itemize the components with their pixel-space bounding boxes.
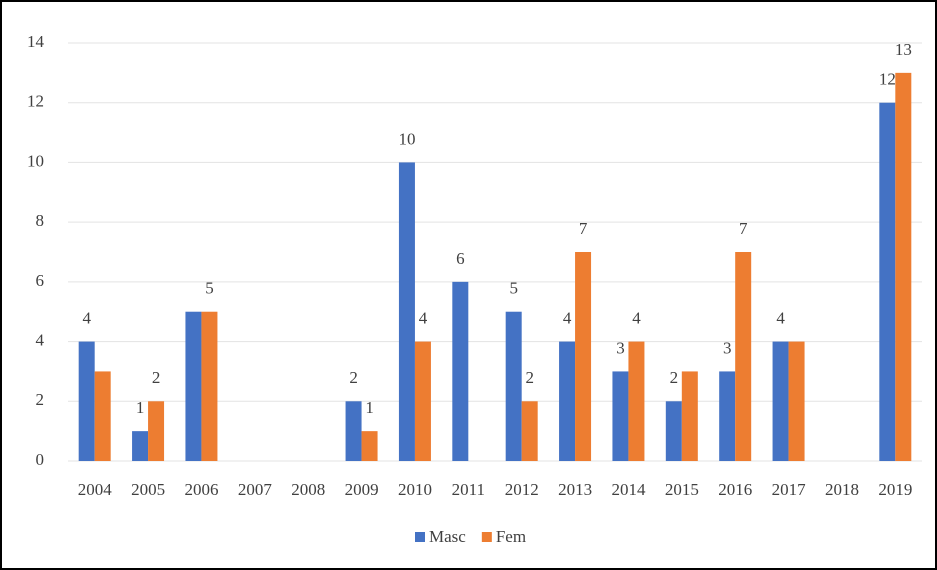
data-label: 7 (739, 219, 748, 238)
data-label: 1 (365, 398, 374, 417)
x-tick-label: 2005 (131, 480, 165, 499)
y-tick-label: 0 (36, 450, 45, 469)
bar (78, 341, 95, 461)
bar (148, 401, 165, 461)
data-label: 1 (136, 398, 145, 417)
bar (361, 431, 378, 461)
data-label: 5 (509, 279, 518, 298)
y-tick-label: 10 (27, 151, 44, 170)
bar (628, 341, 645, 461)
x-tick-label: 2018 (825, 480, 859, 499)
bar (719, 371, 736, 461)
bar (612, 371, 629, 461)
legend-label: Masc (429, 527, 466, 546)
data-label: 7 (579, 219, 588, 238)
data-label: 6 (456, 249, 465, 268)
y-tick-label: 2 (36, 390, 45, 409)
bar (559, 341, 576, 461)
x-tick-label: 2015 (665, 480, 699, 499)
bar (521, 401, 538, 461)
bar (788, 341, 805, 461)
bar (735, 252, 752, 461)
x-tick-label: 2006 (184, 480, 218, 499)
x-tick-label: 2010 (398, 480, 432, 499)
bar (345, 401, 362, 461)
bar (879, 102, 896, 461)
x-tick-label: 2011 (452, 480, 485, 499)
data-label: 13 (895, 40, 912, 59)
data-label: 4 (82, 308, 91, 327)
bar (414, 341, 431, 461)
data-label: 5 (205, 279, 214, 298)
x-tick-label: 2004 (78, 480, 113, 499)
data-label: 3 (616, 338, 625, 357)
x-tick-label: 2014 (611, 480, 646, 499)
data-label: 12 (879, 70, 896, 89)
bar (505, 311, 522, 461)
x-tick-label: 2008 (291, 480, 325, 499)
data-label: 2 (670, 368, 679, 387)
data-label: 2 (152, 368, 161, 387)
bar (94, 371, 111, 461)
y-tick-label: 6 (36, 271, 45, 290)
data-label: 10 (398, 129, 415, 148)
bar (398, 162, 415, 461)
y-tick-label: 4 (36, 330, 45, 349)
bar (681, 371, 698, 461)
bar (665, 401, 682, 461)
x-tick-label: 2007 (238, 480, 273, 499)
x-tick-label: 2009 (345, 480, 379, 499)
x-tick-label: 2016 (718, 480, 752, 499)
data-label: 4 (563, 308, 572, 327)
legend-swatch (415, 532, 425, 542)
bar (452, 281, 469, 461)
bar (201, 311, 218, 461)
x-tick-label: 2012 (505, 480, 539, 499)
data-label: 3 (723, 338, 732, 357)
data-label: 2 (525, 368, 534, 387)
legend-swatch (481, 532, 492, 542)
bar (772, 341, 789, 461)
data-label: 4 (776, 308, 785, 327)
data-label: 4 (632, 308, 641, 327)
data-label: 2 (349, 368, 358, 387)
y-tick-label: 12 (27, 92, 44, 111)
legend-label: Fem (496, 527, 526, 546)
data-label: 4 (419, 308, 428, 327)
y-tick-label: 14 (27, 32, 45, 51)
bar (185, 311, 202, 461)
x-tick-label: 2017 (772, 480, 807, 499)
bar (575, 252, 592, 461)
x-tick-label: 2019 (878, 480, 912, 499)
y-tick-label: 8 (36, 211, 45, 230)
bar (132, 431, 149, 461)
bar (895, 72, 912, 461)
x-tick-label: 2013 (558, 480, 592, 499)
